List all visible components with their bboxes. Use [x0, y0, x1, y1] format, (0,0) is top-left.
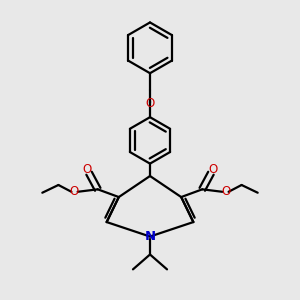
Text: O: O	[209, 163, 218, 176]
Text: N: N	[144, 230, 156, 243]
Text: O: O	[222, 185, 231, 198]
Text: O: O	[82, 163, 91, 176]
Text: O: O	[146, 97, 154, 110]
Text: O: O	[69, 185, 78, 198]
